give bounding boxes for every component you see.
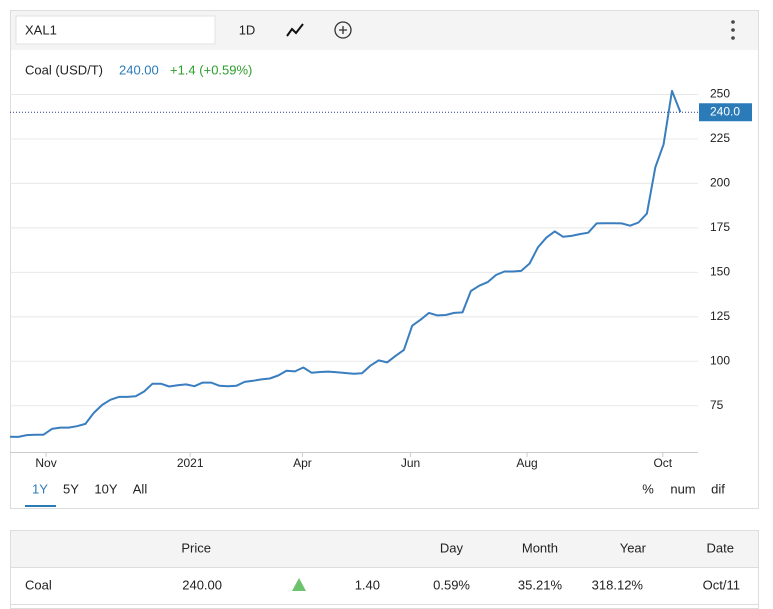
chart-type-icon[interactable] — [286, 23, 304, 37]
x-tick-label: Aug — [516, 456, 537, 470]
mode-button[interactable]: dif — [711, 481, 725, 496]
cell: Oct/11 — [703, 577, 740, 592]
cell: 1.40 — [355, 577, 380, 592]
mode-button[interactable]: % — [642, 481, 654, 496]
column-header: Date — [707, 540, 734, 555]
y-tick-label: 100 — [710, 353, 730, 367]
y-tick-label: 175 — [710, 220, 730, 234]
chart-panel — [10, 10, 759, 509]
y-tick-label: 75 — [710, 398, 724, 412]
last-price: 240.00 — [119, 62, 159, 77]
direction-icon — [292, 578, 306, 591]
column-header: Price — [181, 540, 211, 555]
y-tick-label: 125 — [710, 309, 730, 323]
y-tick-label: 225 — [710, 131, 730, 145]
x-tick-label: Oct — [653, 456, 672, 470]
cell: 35.21% — [518, 577, 563, 592]
menu-dot — [731, 20, 735, 24]
range-button[interactable]: 10Y — [94, 481, 117, 496]
price-line — [9, 89, 682, 438]
column-header: Year — [620, 540, 647, 555]
range-button[interactable]: 1Y — [32, 481, 48, 496]
interval-button[interactable]: 1D — [239, 22, 256, 37]
column-header: Day — [440, 540, 464, 555]
menu-icon[interactable] — [731, 20, 735, 40]
range-button[interactable]: 5Y — [63, 481, 79, 496]
x-tick-label: 2021 — [177, 456, 204, 470]
last-price-label: 240.0 — [710, 104, 740, 118]
cell: Coal — [25, 577, 52, 592]
menu-dot — [731, 28, 735, 32]
column-header: Month — [522, 540, 558, 555]
x-tick-label: Jun — [401, 456, 420, 470]
y-tick-label: 200 — [710, 176, 730, 190]
x-tick-label: Apr — [293, 456, 312, 470]
range-button[interactable]: All — [133, 481, 148, 496]
last-price-box — [699, 103, 752, 122]
chart-title: Coal (USD/T) — [25, 62, 103, 77]
table-header — [11, 531, 758, 567]
y-tick-label: 250 — [710, 87, 730, 101]
cell: 240.00 — [182, 577, 222, 592]
cell: 318.12% — [592, 577, 644, 592]
menu-dot — [731, 36, 735, 40]
compare-icon[interactable] — [334, 21, 352, 39]
cell: 0.59% — [433, 577, 470, 592]
y-tick-label: 150 — [710, 265, 730, 279]
symbol-input[interactable] — [15, 15, 216, 45]
symbol: XAL1 — [25, 22, 57, 37]
x-tick-label: Nov — [35, 456, 56, 470]
mode-button[interactable]: num — [670, 481, 695, 496]
compare-plus — [339, 26, 347, 34]
price-change: +1.4 (+0.59%) — [170, 62, 252, 77]
